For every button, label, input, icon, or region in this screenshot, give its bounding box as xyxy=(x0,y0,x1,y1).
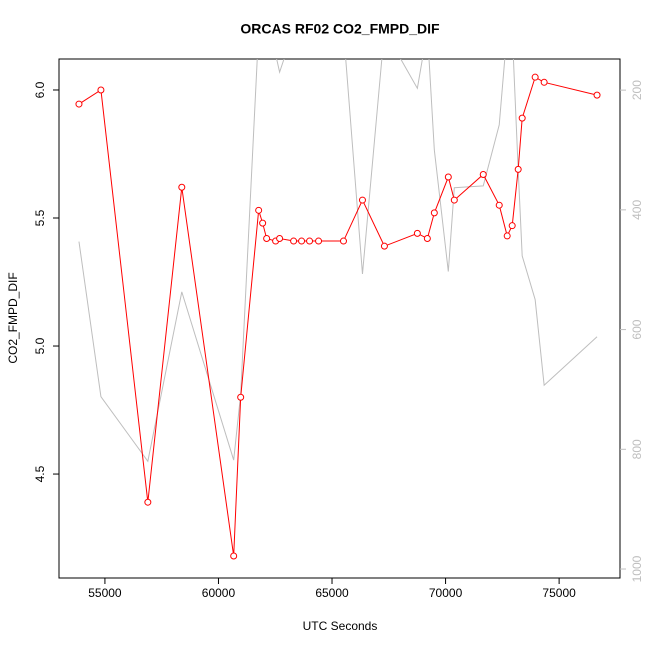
data-point xyxy=(298,237,306,245)
x-tick-label: 70000 xyxy=(429,586,463,600)
data-point xyxy=(450,196,458,204)
series-line xyxy=(78,59,598,463)
data-point xyxy=(531,73,539,81)
data-point xyxy=(423,234,431,242)
data-point xyxy=(75,100,83,108)
x-tick-label: 60000 xyxy=(202,586,236,600)
plot-area xyxy=(75,59,601,560)
data-point xyxy=(315,237,323,245)
data-point xyxy=(430,209,438,217)
y2-tick-label: 600 xyxy=(630,319,644,339)
plot-frame xyxy=(58,58,621,579)
data-point xyxy=(518,114,526,122)
y-tick-label: 4.5 xyxy=(33,465,47,482)
data-point xyxy=(178,183,186,191)
data-point xyxy=(479,170,487,178)
data-point xyxy=(508,222,516,230)
y2-tick-label: 1000 xyxy=(630,555,644,582)
data-point xyxy=(413,229,421,237)
x-tick-label: 75000 xyxy=(542,586,576,600)
y2-tick-label: 200 xyxy=(630,80,644,100)
y2-tick-label: 400 xyxy=(630,200,644,220)
x-tick-label: 55000 xyxy=(88,586,122,600)
data-point xyxy=(290,237,298,245)
y-tick-label: 5.0 xyxy=(33,337,47,354)
data-point xyxy=(514,165,522,173)
data-point xyxy=(276,234,284,242)
data-point xyxy=(444,173,452,181)
data-point xyxy=(144,498,152,506)
data-point xyxy=(503,232,511,240)
data-point xyxy=(306,237,314,245)
data-point xyxy=(230,552,238,560)
data-point xyxy=(380,242,388,250)
y2-tick-label: 800 xyxy=(630,439,644,459)
chart-title: ORCAS RF02 CO2_FMPD_DIF xyxy=(240,21,440,37)
data-point xyxy=(593,91,601,99)
series-line xyxy=(78,76,598,557)
x-tick-label: 65000 xyxy=(315,586,349,600)
data-point xyxy=(540,78,548,86)
x-axis-label: UTC Seconds xyxy=(303,619,378,633)
data-point xyxy=(237,393,245,401)
data-point xyxy=(259,219,267,227)
data-point xyxy=(263,234,271,242)
data-point xyxy=(495,201,503,209)
y-axis-label: CO2_FMPD_DIF xyxy=(6,272,20,363)
data-point xyxy=(97,86,105,94)
data-point xyxy=(358,196,366,204)
data-point xyxy=(339,237,347,245)
y-tick-label: 5.5 xyxy=(33,209,47,226)
data-point xyxy=(255,206,263,214)
y-tick-label: 6.0 xyxy=(33,81,47,98)
